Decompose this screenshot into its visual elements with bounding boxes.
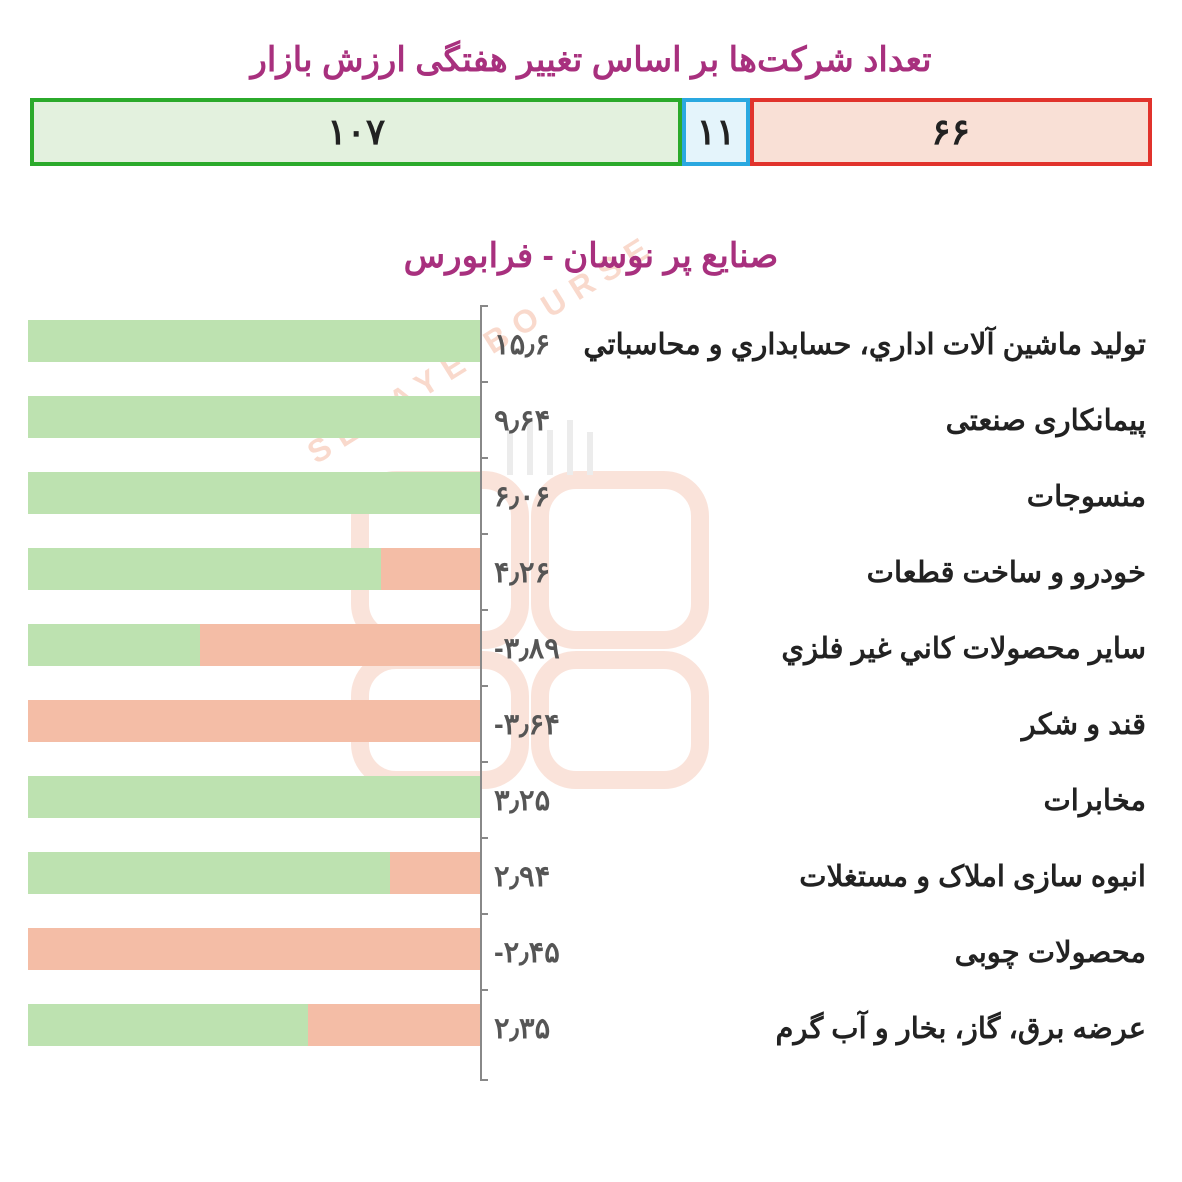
bar-segment (28, 776, 480, 818)
industry-row: قند و شکر-۳٫۶۴ (30, 686, 1152, 762)
industry-label: مخابرات (592, 783, 1152, 818)
industry-row: تولید ماشین آلات اداري، حسابداري و محاسب… (30, 306, 1152, 382)
industry-label: منسوجات (592, 479, 1152, 514)
industry-bar (30, 534, 482, 610)
industry-value: ۶٫۰۶ (482, 479, 592, 514)
industry-label: عرضه برق، گاز، بخار و آب گرم (592, 1011, 1152, 1046)
axis-end (30, 1066, 1152, 1080)
industry-label: خودرو و ساخت قطعات (592, 555, 1152, 590)
industry-value: ۳٫۲۵ (482, 783, 592, 818)
industry-value: ۴٫۲۶ (482, 555, 592, 590)
bar-segment (390, 852, 480, 894)
industry-row: پیمانکاری صنعتی۹٫۶۴ (30, 382, 1152, 458)
industry-label: پیمانکاری صنعتی (592, 403, 1152, 438)
stacked-segment-2: ۶۶ (750, 98, 1152, 166)
industry-value: -۳٫۸۹ (482, 631, 592, 666)
industry-row: انبوه سازی املاک و مستغلات۲٫۹۴ (30, 838, 1152, 914)
industry-label: قند و شکر (592, 707, 1152, 742)
industry-row: منسوجات۶٫۰۶ (30, 458, 1152, 534)
bar-segment (28, 1004, 308, 1046)
bar-segment (28, 928, 480, 970)
industry-label: سایر محصولات کاني غیر فلزي (592, 631, 1152, 666)
bar-segment (200, 624, 480, 666)
industry-bar (30, 914, 482, 990)
stacked-segment-0: ۱۰۷ (30, 98, 682, 166)
industry-value: ۱۵٫۶ (482, 327, 592, 362)
industry-row: محصولات چوبی-۲٫۴۵ (30, 914, 1152, 990)
bar-segment (381, 548, 480, 590)
companies-stacked-bar: ۱۰۷۱۱۶۶ (30, 98, 1152, 166)
industry-value: ۲٫۳۵ (482, 1011, 592, 1046)
industry-value: ۹٫۶۴ (482, 403, 592, 438)
industry-bar (30, 838, 482, 914)
industry-value: ۲٫۹۴ (482, 859, 592, 894)
industry-bar (30, 610, 482, 686)
industry-bar (30, 762, 482, 838)
industry-bar (30, 382, 482, 458)
industry-label: تولید ماشین آلات اداري، حسابداري و محاسب… (592, 327, 1152, 362)
industry-bar (30, 458, 482, 534)
bar-segment (308, 1004, 480, 1046)
industry-value: -۲٫۴۵ (482, 935, 592, 970)
top-title: تعداد شرکت‌ها بر اساس تغییر هفتگی ارزش ب… (30, 40, 1152, 80)
industry-label: محصولات چوبی (592, 935, 1152, 970)
industry-row: عرضه برق، گاز، بخار و آب گرم۲٫۳۵ (30, 990, 1152, 1066)
stacked-segment-1: ۱۱ (682, 98, 749, 166)
industry-value: -۳٫۶۴ (482, 707, 592, 742)
bar-segment (28, 852, 390, 894)
bar-segment (28, 624, 200, 666)
industry-label: انبوه سازی املاک و مستغلات (592, 859, 1152, 894)
industry-row: خودرو و ساخت قطعات۴٫۲۶ (30, 534, 1152, 610)
bar-segment (28, 472, 480, 514)
industry-row: سایر محصولات کاني غیر فلزي-۳٫۸۹ (30, 610, 1152, 686)
industry-bar (30, 686, 482, 762)
industries-bar-chart: تولید ماشین آلات اداري، حسابداري و محاسب… (30, 306, 1152, 1080)
bar-segment (28, 320, 480, 362)
bottom-title: صنایع پر نوسان - فرابورس (30, 236, 1152, 276)
industry-bar (30, 990, 482, 1066)
bar-segment (28, 700, 480, 742)
bar-segment (28, 548, 381, 590)
bar-segment (28, 396, 480, 438)
industry-row: مخابرات۳٫۲۵ (30, 762, 1152, 838)
industry-bar (30, 306, 482, 382)
